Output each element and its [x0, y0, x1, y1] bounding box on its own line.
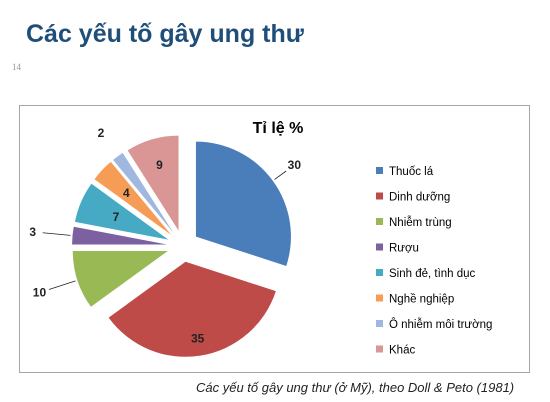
chart-title: Tỉ lệ % [253, 120, 304, 137]
legend-swatch [376, 269, 383, 276]
legend-label: Rượu [389, 243, 419, 255]
leader-line [42, 232, 71, 236]
legend-label: Nhiễm trùng [389, 216, 452, 229]
legend-swatch [376, 167, 383, 174]
leader-line [274, 170, 287, 180]
legend-swatch [376, 218, 383, 225]
data-label: 9 [156, 158, 163, 172]
data-label: 2 [98, 126, 105, 140]
data-label: 30 [288, 158, 302, 172]
pie-slice [195, 141, 291, 266]
data-label: 3 [29, 225, 36, 239]
legend-label: Thuốc lá [389, 166, 434, 178]
legend-label: Khác [389, 345, 415, 357]
data-label: 4 [123, 186, 130, 200]
chart-legend: Thuốc lá Dinh dưỡng Nhiễm trùng Rượu Sinh đẻ… [376, 166, 492, 357]
legend-swatch [376, 294, 383, 302]
pie-slice [72, 250, 168, 307]
legend-label: Sinh đẻ, tình dục [389, 268, 476, 280]
pie-slice [74, 183, 169, 240]
legend-swatch [376, 320, 383, 327]
slide-title: Các yếu tố gây ung thư [26, 20, 304, 48]
chart-caption: Các yếu tố gây ung thư (ở Mỹ), theo Doll… [196, 380, 515, 395]
legend-label: Dinh dưỡng [389, 192, 450, 204]
pie-slices [72, 135, 291, 357]
legend-swatch [376, 192, 383, 200]
legend-label: Nghề nghiệp [389, 294, 454, 306]
pie-chart: Tỉ lệ % 30 35 10 3 7 4 2 9 Thuốc lá Dinh dưỡng Nh… [19, 105, 530, 373]
pie-slice [94, 161, 172, 236]
legend-label: Ô nhiễm môi trường [389, 318, 492, 331]
pie-slice [108, 261, 276, 357]
pie-chart-svg: Tỉ lệ % 30 35 10 3 74 2 9 Thuốc lá Dinh dưỡng Nh… [29, 120, 492, 357]
pie-slice [72, 226, 168, 245]
data-label: 7 [113, 210, 120, 224]
data-label: 10 [33, 286, 47, 300]
legend-swatch [376, 345, 383, 353]
leader-line [48, 280, 76, 290]
legend-swatch [376, 243, 383, 251]
data-label: 35 [191, 332, 205, 346]
pie-slice [113, 152, 174, 234]
pie-slice [127, 135, 179, 231]
slide-number: 14 [12, 62, 21, 72]
data-labels: 30 35 10 3 74 2 9 [29, 126, 301, 346]
